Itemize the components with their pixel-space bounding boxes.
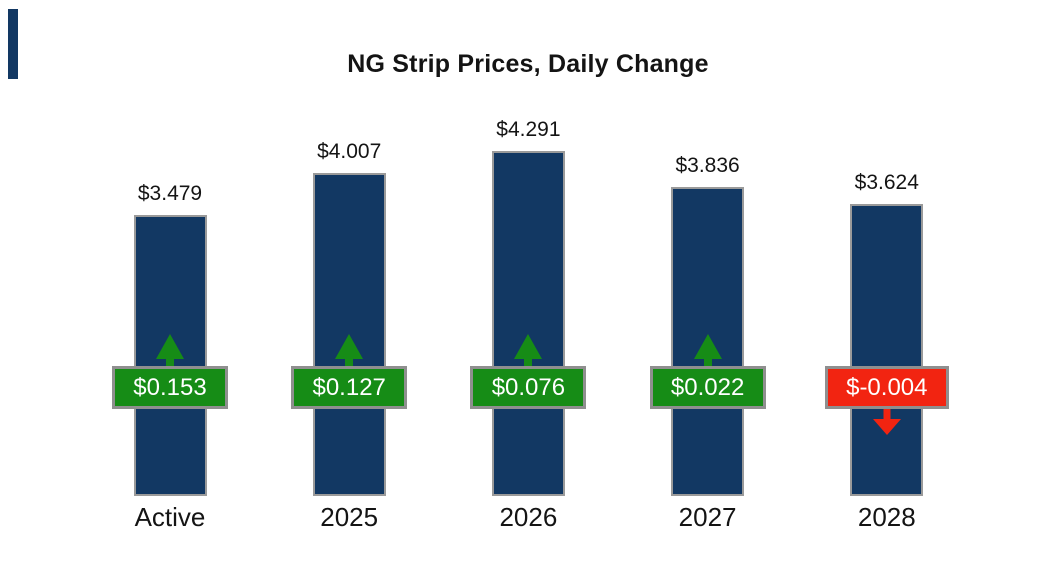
up-arrow-icon [335, 334, 364, 368]
up-arrow-icon [514, 334, 543, 368]
price-bar [850, 204, 924, 496]
bar-value-label: $3.479 [137, 182, 203, 205]
price-bar [491, 151, 565, 496]
bar-value-label: $4.007 [317, 140, 382, 163]
category-label: 2025 [320, 502, 379, 532]
daily-change-badge: $0.022 [649, 366, 766, 409]
down-arrow-icon [872, 407, 901, 435]
daily-change-badge: $0.153 [112, 366, 228, 409]
category-label: 2028 [857, 502, 916, 532]
category-label: 2027 [678, 502, 737, 532]
up-arrow-icon [693, 334, 722, 368]
chart-title: NG Strip Prices, Daily Change [347, 50, 709, 78]
daily-change-badge: $0.127 [291, 366, 408, 409]
category-label: 2026 [499, 502, 558, 532]
bar-value-label: $3.836 [675, 154, 740, 177]
up-arrow-icon [156, 334, 184, 368]
bar-value-label: $4.291 [496, 118, 561, 141]
category-label: Active [134, 502, 206, 532]
bar-value-label: $3.624 [854, 171, 919, 194]
daily-change-badge: $0.076 [470, 366, 587, 409]
daily-change-badge: $-0.004 [824, 366, 949, 409]
edge-bar-fragment [8, 9, 18, 79]
